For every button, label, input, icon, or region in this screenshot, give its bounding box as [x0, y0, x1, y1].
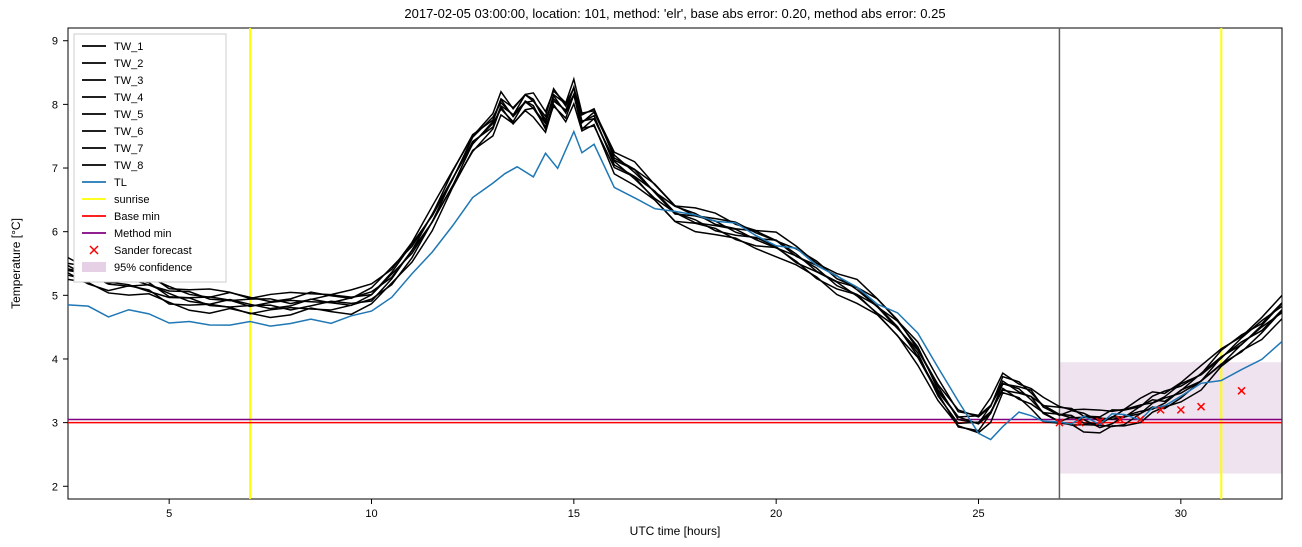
x-axis-label: UTC time [hours]	[630, 524, 721, 538]
x-tick-label: 30	[1175, 508, 1187, 520]
y-axis-label: Temperature [°C]	[9, 218, 23, 309]
y-tick-label: 5	[52, 290, 58, 302]
y-tick-label: 4	[52, 354, 58, 366]
y-tick-label: 8	[52, 99, 58, 111]
x-tick-label: 15	[568, 508, 580, 520]
legend-label: Base min	[114, 211, 160, 223]
legend-label: 95% confidence	[114, 262, 192, 274]
chart-container: 5 10 15 20 25 30 2 3 4 5 6 7 8 9 UTC time [hours] Tempe…	[0, 0, 1302, 547]
legend-label: TW_4	[114, 92, 143, 104]
legend-label: Method min	[114, 228, 171, 240]
legend-label: TW_5	[114, 109, 143, 121]
y-tick-label: 9	[52, 36, 58, 48]
legend-label: TW_1	[114, 41, 143, 53]
legend-label: TW_2	[114, 58, 143, 70]
y-tick-label: 6	[52, 227, 58, 239]
legend-label: TL	[114, 177, 127, 189]
chart-title: 2017-02-05 03:00:00, location: 101, meth…	[404, 6, 945, 21]
legend-label: TW_8	[114, 160, 143, 172]
legend-label: sunrise	[114, 194, 149, 206]
line-chart: 5 10 15 20 25 30 2 3 4 5 6 7 8 9 UTC time [hours] Tempe…	[0, 0, 1302, 547]
x-tick-label: 25	[972, 508, 984, 520]
x-tick-label: 5	[166, 508, 172, 520]
x-tick-label: 10	[365, 508, 377, 520]
legend-label: Sander forecast	[114, 245, 192, 257]
x-tick-label: 20	[770, 508, 782, 520]
y-tick-label: 3	[52, 418, 58, 430]
y-tick-label: 7	[52, 163, 58, 175]
legend-label: TW_3	[114, 75, 143, 87]
legend-label: TW_6	[114, 126, 143, 138]
y-tick-label: 2	[52, 481, 58, 493]
legend-label: TW_7	[114, 143, 143, 155]
legend-swatch	[82, 262, 106, 272]
